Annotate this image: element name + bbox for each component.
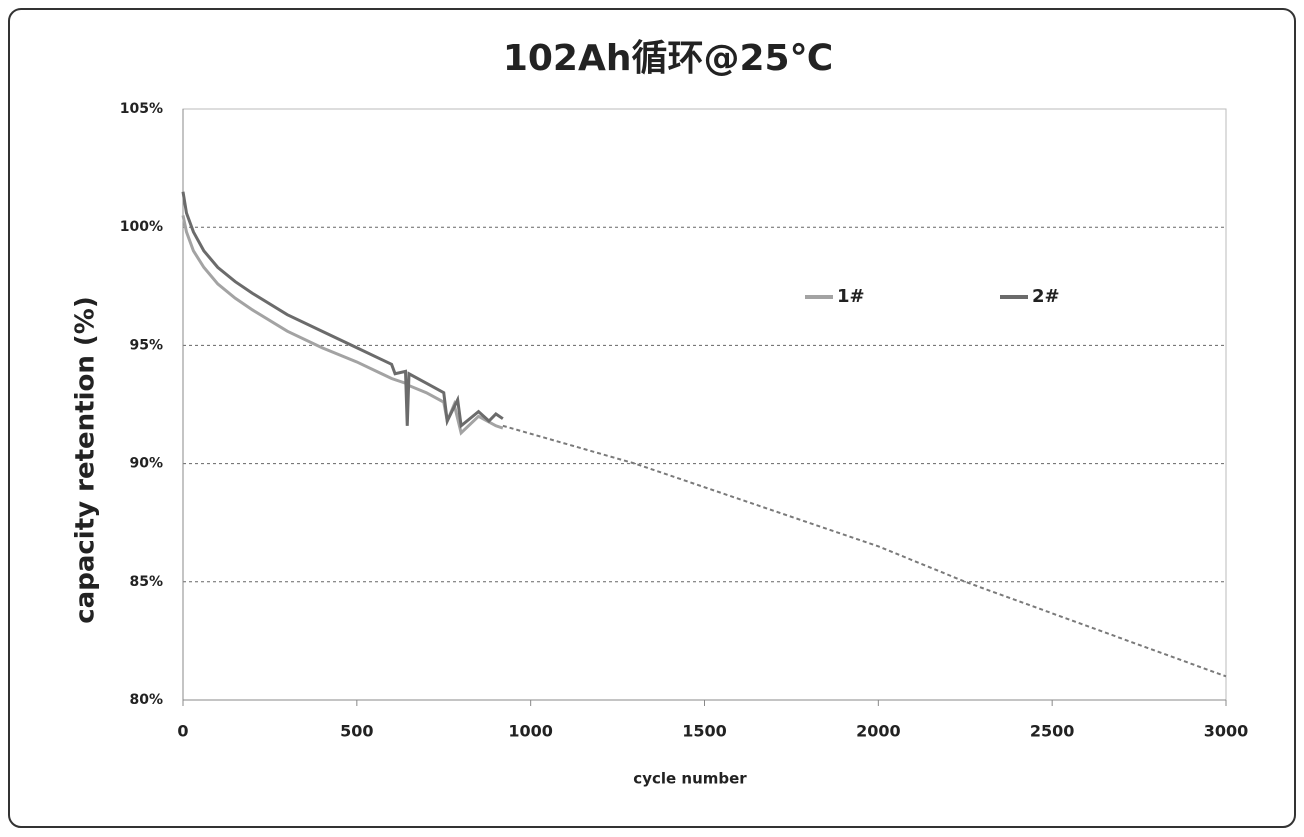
y-tick-label: 90%: [129, 456, 163, 472]
y-tick-label: 85%: [129, 574, 163, 590]
chart-title: 102Ah循环@25℃: [503, 38, 833, 79]
x-tick-label: 500: [340, 722, 373, 741]
series-line: [181, 191, 504, 429]
y-tick-label: 95%: [129, 337, 163, 353]
x-tick-label: 0: [177, 722, 188, 741]
x-tick-label: 3000: [1204, 722, 1249, 741]
legend-label: 1#: [837, 286, 865, 307]
x-tick-label: 1000: [508, 722, 553, 741]
x-axis-label: cycle number: [633, 770, 747, 788]
legend-label: 2#: [1032, 286, 1060, 307]
x-tick-label: 2500: [1030, 722, 1075, 741]
y-tick-label: 105%: [120, 101, 163, 117]
y-tick-label: 100%: [120, 219, 163, 235]
series-line: [181, 215, 504, 436]
y-axis-label: capacity retention (%): [71, 296, 101, 623]
x-tick-label: 1500: [682, 722, 727, 741]
y-tick-label: 80%: [129, 692, 163, 708]
chart-frame: [8, 8, 1296, 828]
trend-line: [502, 424, 1227, 678]
x-tick-label: 2000: [856, 722, 901, 741]
